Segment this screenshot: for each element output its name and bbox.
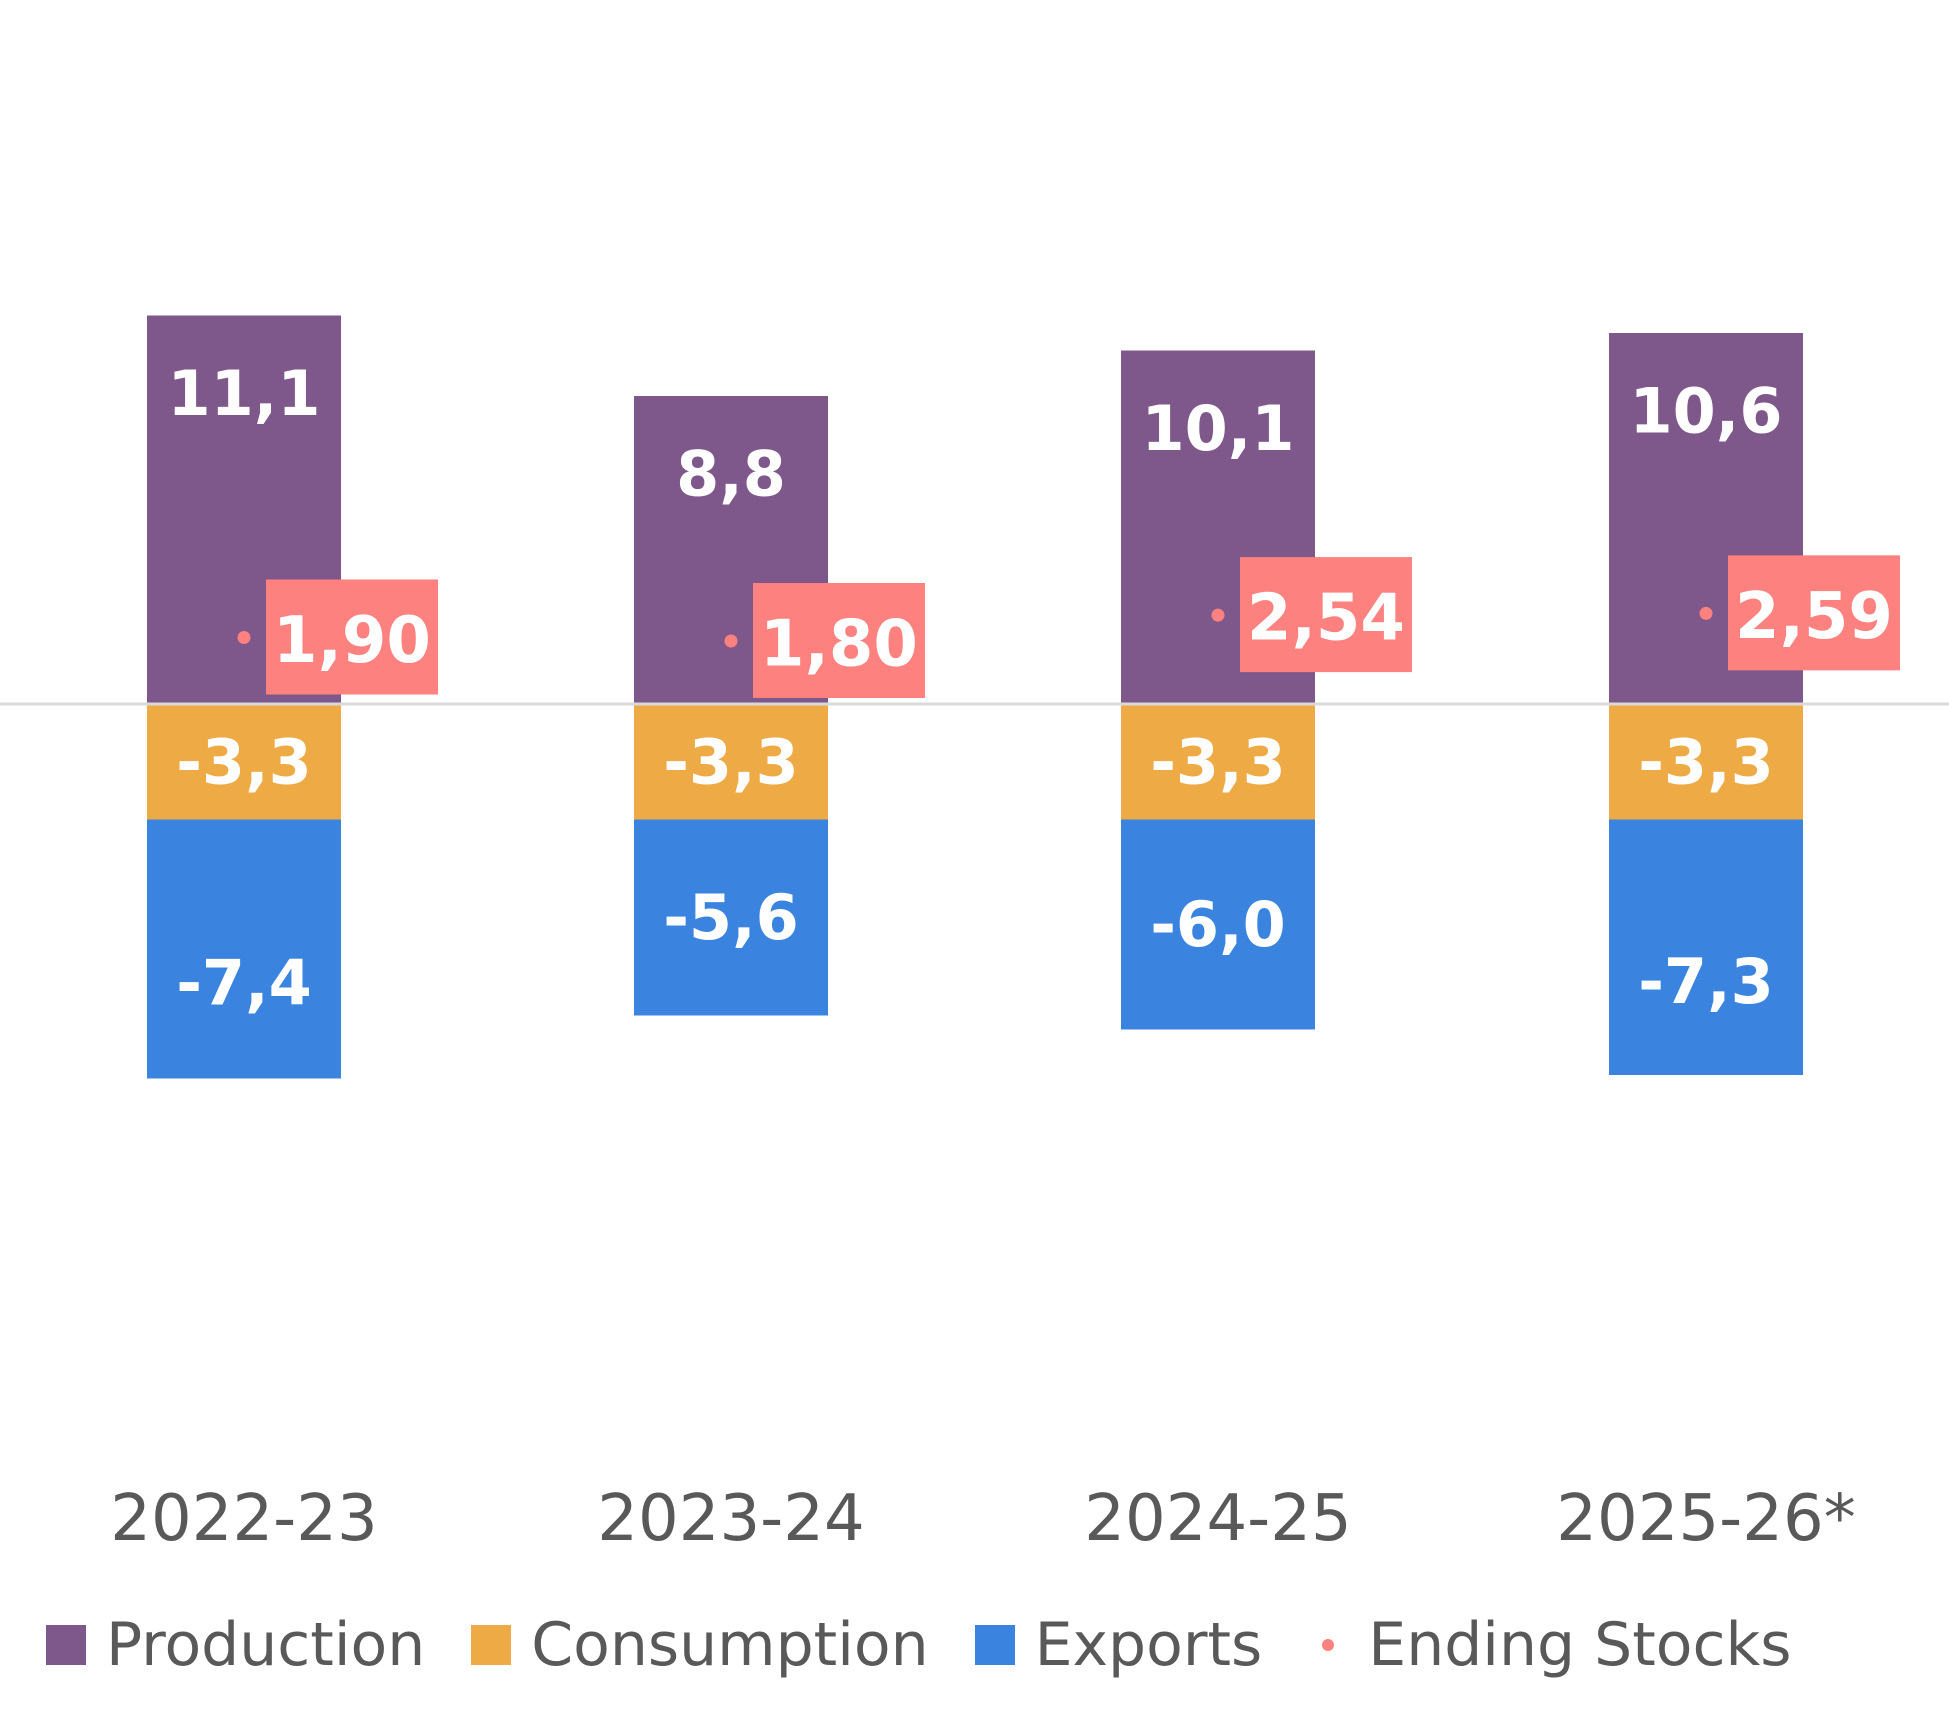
category-axis: 2022-23 2023-24 2024-25 2025-26*	[110, 1482, 1855, 1556]
data-label-production: 8,8	[676, 438, 786, 511]
production-swatch-icon	[46, 1625, 86, 1665]
category-tick-label: 2025-26*	[1556, 1482, 1855, 1556]
markers-layer	[237, 555, 1900, 698]
ending-stocks-point[interactable]	[1211, 608, 1225, 622]
consumption-swatch-icon	[471, 1625, 512, 1665]
category-tick-label: 2023-24	[597, 1482, 864, 1556]
chart-plot: 11,1 -3,3 -7,4 1,90 8,8 -3,3 -5,6 1,80 10,1 -3,3 -…	[0, 315, 1949, 1556]
ending-stocks-label-box	[266, 579, 438, 695]
ending-stocks-label: 1,90	[273, 604, 431, 678]
data-label-production: 10,6	[1630, 375, 1783, 448]
data-label-exports: -5,6	[663, 881, 799, 954]
data-label-consumption: -3,3	[1638, 725, 1774, 798]
ending-stocks-point[interactable]	[237, 631, 251, 644]
exports-swatch-icon	[974, 1625, 1015, 1665]
legend-item-exports[interactable]: Exports	[974, 1610, 1263, 1680]
bar-consumption-2025-26*[interactable]	[1609, 704, 1803, 820]
ending-stocks-dot-icon	[1322, 1639, 1335, 1651]
ending-stocks-label-box	[1240, 557, 1412, 673]
data-label-production: 11,1	[168, 357, 321, 430]
bars-layer	[147, 315, 1803, 1079]
bar-exports-2024-25[interactable]	[1121, 819, 1315, 1030]
legend-label: Consumption	[531, 1610, 929, 1680]
data-label-exports: -7,3	[1638, 945, 1774, 1018]
data-label-consumption: -3,3	[176, 725, 312, 798]
legend-label: Production	[106, 1610, 426, 1680]
data-label-exports: -6,0	[1150, 888, 1286, 961]
ending-stocks-label: 1,80	[760, 608, 918, 682]
data-label-consumption: -3,3	[1150, 725, 1286, 798]
data-label-production: 10,1	[1142, 392, 1295, 465]
legend-label: Ending Stocks	[1368, 1610, 1792, 1680]
legend: Production Consumption Exports Ending St…	[46, 1610, 1837, 1680]
category-tick-label: 2024-25	[1084, 1482, 1351, 1556]
ending-stocks-point[interactable]	[724, 634, 738, 648]
legend-item-ending-stocks[interactable]: Ending Stocks	[1308, 1610, 1791, 1680]
category-tick-label: 2022-23	[110, 1482, 377, 1556]
labels-layer: 11,1 -3,3 -7,4 1,90 8,8 -3,3 -5,6 1,80 10,1 -3,3 -…	[168, 357, 1893, 1020]
bar-consumption-2022-23[interactable]	[147, 704, 341, 820]
data-label-exports: -7,4	[176, 947, 312, 1020]
bar-exports-2023-24[interactable]	[634, 819, 828, 1016]
legend-item-production[interactable]: Production	[46, 1610, 425, 1680]
legend-label: Exports	[1034, 1610, 1263, 1680]
bar-exports-2022-23[interactable]	[147, 819, 341, 1079]
ending-stocks-label-box	[753, 583, 925, 698]
ending-stocks-label: 2,54	[1247, 582, 1405, 656]
bar-exports-2025-26*[interactable]	[1609, 819, 1803, 1076]
ending-stocks-label: 2,59	[1735, 580, 1893, 654]
ending-stocks-label-box	[1728, 555, 1900, 671]
data-label-consumption: -3,3	[663, 725, 799, 798]
bar-consumption-2024-25[interactable]	[1121, 704, 1315, 820]
ending-stocks-point[interactable]	[1699, 606, 1713, 620]
legend-item-consumption[interactable]: Consumption	[471, 1610, 929, 1680]
bar-consumption-2023-24[interactable]	[634, 704, 828, 820]
